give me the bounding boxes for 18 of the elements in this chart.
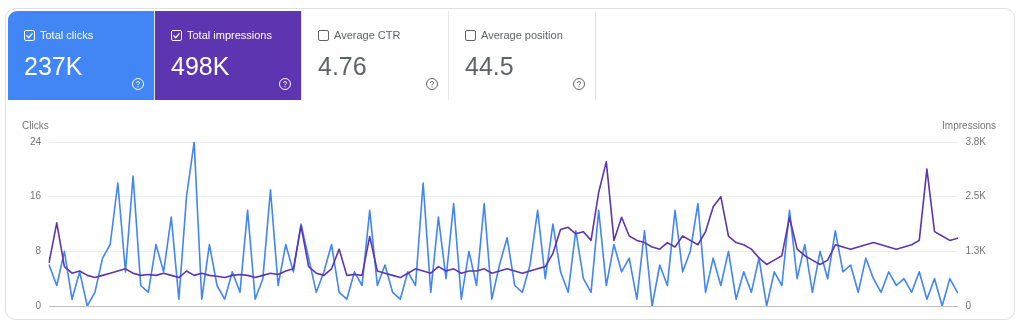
y-tick-label: 0 — [35, 299, 42, 311]
category-label: Average CTR — [334, 29, 401, 41]
y2-tick-label: 1.3K — [965, 245, 987, 257]
category-label: Average position — [481, 29, 563, 41]
text: 498K — [171, 52, 230, 80]
y2-tick-label: 3.8K — [965, 135, 987, 147]
y-tick-label: 8 — [35, 245, 42, 257]
text: 4.76 — [318, 52, 367, 80]
category-label: Total clicks — [40, 29, 94, 41]
category-label: Total impressions — [187, 29, 272, 41]
y-axis-title: Clicks — [22, 120, 49, 131]
text: 237K — [24, 52, 83, 80]
y2-tick-label: 2.5K — [965, 190, 987, 202]
y2-tick-label: 0 — [965, 299, 972, 311]
y-tick-label: 24 — [30, 135, 42, 147]
y-tick-label: 16 — [30, 190, 42, 202]
y2-axis-title: Impressions — [942, 120, 996, 131]
text: 44.5 — [465, 52, 514, 80]
